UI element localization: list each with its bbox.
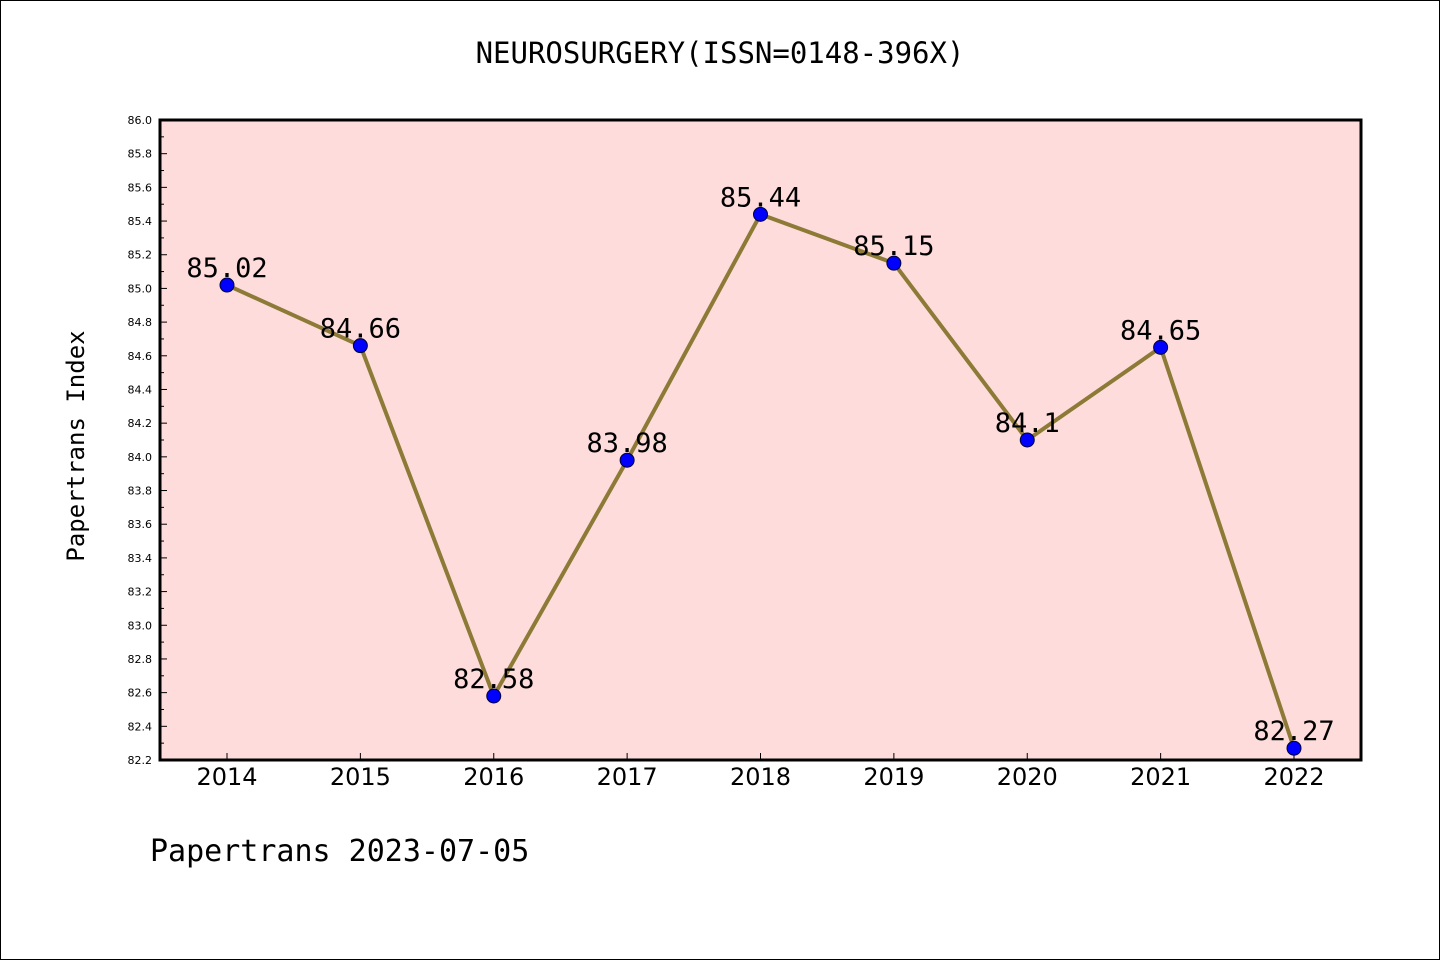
plot-area [158,118,1363,762]
data-label: 83.98 [586,428,667,459]
y-tick-label: 82.6 [128,687,153,700]
y-tick-label: 83.4 [128,552,153,565]
y-tick-label: 85.2 [128,249,153,262]
y-tick-label: 83.0 [128,619,153,632]
data-markers [219,206,1302,756]
y-axis-label: Papertrans Index [62,330,90,561]
data-labels: 85.02 84.66 82.58 83.98 85.44 85.15 84.1 84.65 8… [186,182,1334,747]
data-label: 85.44 [720,182,801,213]
y-tick-label: 84.4 [128,383,153,396]
x-tick-label: 2019 [863,763,924,791]
data-label: 85.02 [186,253,267,284]
data-point [1153,339,1169,355]
y-tick-label: 83.2 [128,586,153,599]
y-tick-label: 85.4 [128,215,153,228]
chart-title: NEUROSURGERY(ISSN=0148-396X) [475,36,965,70]
data-label: 85.15 [853,231,934,262]
y-tick-label: 83.6 [128,518,153,531]
x-axis-ticks: 2014 2015 2016 2017 2018 2019 2020 2021 2022 [196,753,1325,791]
x-tick-label: 2015 [330,763,391,791]
y-tick-label: 82.8 [128,653,153,666]
y-tick-label: 85.8 [128,148,153,161]
y-tick-label: 84.6 [128,350,153,363]
x-tick-label: 2014 [196,763,257,791]
y-tick-label: 83.8 [128,485,153,498]
x-tick-label: 2020 [997,763,1058,791]
x-tick-label: 2017 [597,763,658,791]
data-point [1019,432,1035,448]
y-tick-label: 84.8 [128,316,153,329]
y-tick-label: 82.2 [128,754,153,767]
y-tick-label: 85.6 [128,181,153,194]
data-label: 84.65 [1120,315,1201,346]
x-tick-label: 2022 [1263,763,1324,791]
data-point [486,688,502,704]
data-point [619,452,635,468]
x-tick-label: 2021 [1130,763,1191,791]
x-tick-label: 2018 [730,763,791,791]
y-tick-label: 84.2 [128,417,153,430]
y-axis-ticks: 82.2 82.4 82.6 82.8 83.0 83.2 83.4 83.6 83.8 84.0… [128,114,167,767]
data-point [753,206,768,222]
data-point [1286,740,1302,756]
y-tick-label: 85.0 [128,282,153,295]
data-point [886,255,902,271]
y-tick-label: 82.4 [128,720,153,733]
data-point [219,277,235,293]
footer-text: Papertrans 2023-07-05 [150,834,530,869]
data-label: 82.58 [453,664,534,695]
data-label: 82.27 [1253,716,1334,747]
data-point [352,338,368,354]
data-label: 84.1 [995,408,1060,439]
y-tick-label: 86.0 [128,114,153,127]
data-label: 84.66 [320,314,401,345]
x-tick-label: 2016 [463,763,524,791]
y-tick-label: 84.0 [128,451,153,464]
